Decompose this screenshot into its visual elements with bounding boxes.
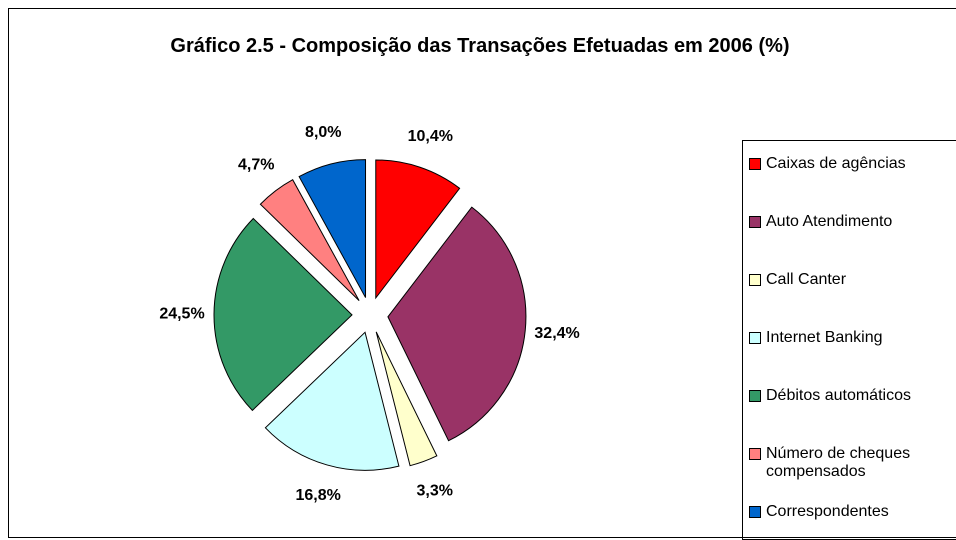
pie-slice xyxy=(298,159,367,298)
pie-slice xyxy=(387,206,527,442)
legend: Caixas de agências Auto Atendimento Call C… xyxy=(742,140,956,540)
data-label: 16,8% xyxy=(295,487,340,504)
chart-title-box: Gráfico 2.5 - Composição das Transações … xyxy=(130,30,830,63)
data-label: 3,3% xyxy=(416,483,452,500)
chart-title: Gráfico 2.5 - Composição das Transações … xyxy=(170,35,790,57)
legend-swatch xyxy=(749,332,761,344)
legend-label: Número de cheques compensados xyxy=(766,445,911,480)
legend-item: Call Canter xyxy=(749,271,956,289)
legend-label: Caixas de agências xyxy=(766,155,906,172)
legend-swatch xyxy=(749,158,761,170)
data-label: 32,4% xyxy=(534,325,579,342)
data-label: 10,4% xyxy=(408,128,453,145)
pie-slice xyxy=(259,179,360,302)
legend-swatch xyxy=(749,216,761,228)
pie-slice xyxy=(213,217,353,412)
legend-item: Débitos automáticos xyxy=(749,387,956,405)
pie-slice xyxy=(264,331,400,471)
legend-label: Auto Atendimento xyxy=(766,213,893,230)
pie-slice xyxy=(375,159,461,300)
pie-slice xyxy=(375,331,438,467)
legend-swatch xyxy=(749,506,761,518)
pie-chart: 10,4% 32,4% 3,3% 16,8% 24,5% 4,7% 8,0% xyxy=(159,124,579,504)
legend-swatch xyxy=(749,448,761,460)
legend-swatch xyxy=(749,274,761,286)
legend-item: Correspondentes xyxy=(749,503,956,521)
legend-item: Internet Banking xyxy=(749,329,956,347)
legend-item: Caixas de agências xyxy=(749,155,956,173)
legend-swatch xyxy=(749,390,761,402)
data-label: 8,0% xyxy=(305,124,341,141)
data-label: 4,7% xyxy=(238,157,274,174)
legend-label: Call Canter xyxy=(766,271,847,288)
legend-label: Internet Banking xyxy=(766,329,883,346)
legend-item: Número de cheques compensados xyxy=(749,445,956,481)
data-label: 24,5% xyxy=(159,305,204,322)
legend-item: Auto Atendimento xyxy=(749,213,956,231)
legend-label: Débitos automáticos xyxy=(766,387,911,404)
legend-label: Correspondentes xyxy=(766,503,889,520)
